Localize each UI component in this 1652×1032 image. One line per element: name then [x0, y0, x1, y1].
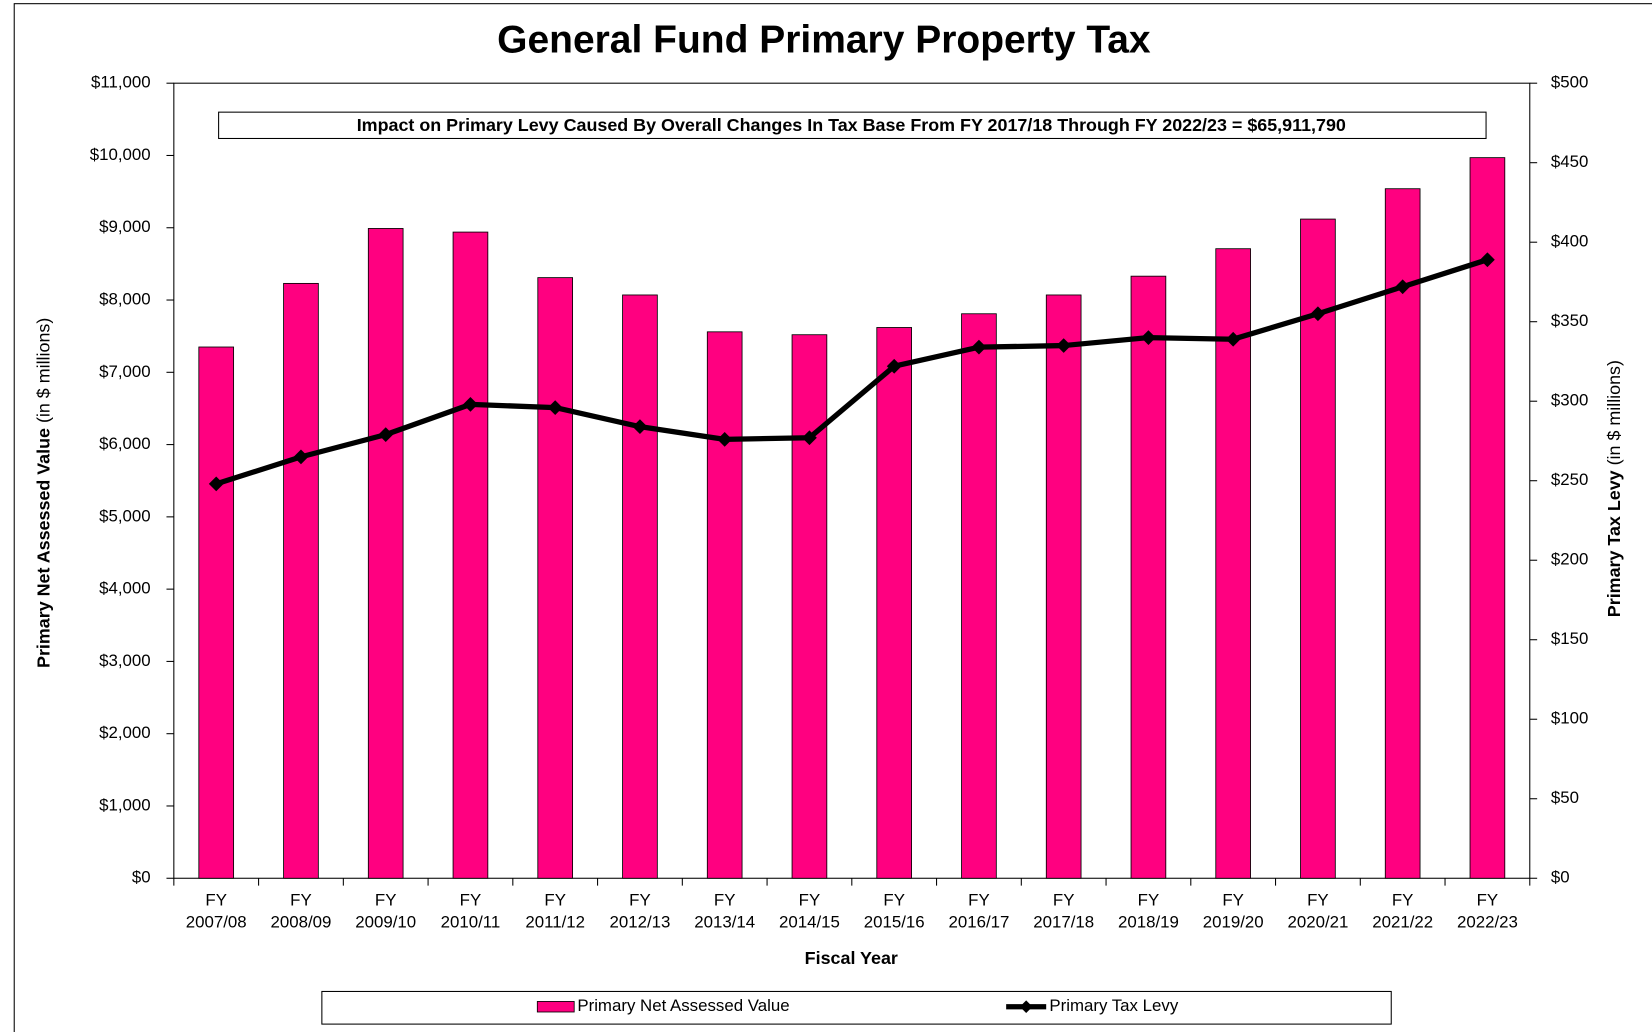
x-tick-label: FY 2010/11 [440, 891, 501, 932]
x-tick-label: FY 2022/23 [1456, 891, 1518, 932]
y-axis-title-unit: (in $ millions) [33, 318, 53, 423]
y2-tick-label: $150 [1551, 629, 1588, 648]
x-tick-label: FY 2009/10 [355, 891, 417, 932]
x-tick-label: FY 2015/16 [863, 891, 925, 932]
y-tick-label: $11,000 [91, 73, 151, 92]
y-tick-label: $4,000 [99, 579, 151, 598]
y2-tick-label: $200 [1551, 550, 1588, 569]
y-axis-title: Primary Net Assessed Value (in $ million… [33, 318, 53, 668]
y2-tick-label: $250 [1551, 470, 1588, 489]
legend-label: Primary Tax Levy [1049, 996, 1178, 1015]
chart-title: General Fund Primary Property Tax [497, 18, 1151, 61]
y2-tick-label: $350 [1551, 311, 1588, 330]
x-tick-label: FY 2019/20 [1202, 891, 1264, 932]
marker [1395, 279, 1411, 295]
marker [378, 427, 394, 442]
y-tick-label: $10,000 [90, 145, 151, 164]
x-tick-label: FY 2018/19 [1117, 891, 1179, 932]
legend-box [321, 990, 1392, 1025]
y2-tick-label: $100 [1551, 709, 1588, 728]
bar [876, 327, 912, 879]
annotation: Impact on Primary Levy Caused By Overall… [357, 115, 1346, 135]
x-tick-label: FY 2021/22 [1372, 891, 1434, 932]
bar [198, 346, 235, 879]
marker [802, 430, 817, 446]
y-axis-title-main: Primary Net Assessed Value [33, 428, 53, 668]
bar [1300, 218, 1336, 879]
annotation-box [218, 111, 1487, 140]
y2-tick-label: $500 [1551, 73, 1588, 92]
bar [537, 277, 574, 879]
y-tick-label: $2,000 [99, 723, 151, 742]
bar [1469, 157, 1506, 879]
marker [1310, 306, 1326, 322]
marker [1141, 330, 1156, 345]
bar [1045, 294, 1082, 879]
marker [547, 400, 563, 415]
marker [1225, 331, 1241, 347]
bar [1384, 188, 1421, 879]
y2-tick-label: $450 [1551, 152, 1588, 171]
x-tick-label: FY 2011/12 [525, 891, 586, 932]
marker [717, 432, 733, 447]
y2-axis-title: Primary Tax Levy (in $ millions) [1604, 360, 1624, 617]
line [215, 257, 1489, 487]
y2-tick-label: $400 [1551, 232, 1588, 251]
marker [971, 339, 987, 355]
x-tick-label: FY 2013/14 [694, 891, 756, 932]
x-tick-label: FY 2014/15 [778, 891, 840, 932]
y2-axis-title-unit: (in $ millions) [1604, 360, 1624, 465]
marker [463, 397, 478, 412]
y-tick-label: $7,000 [99, 362, 151, 381]
x-tick-label: FY 2007/08 [185, 891, 247, 932]
legend-swatch [536, 1001, 575, 1013]
x-tick-label: FY 2020/21 [1287, 891, 1349, 932]
x-tick-label: FY 2008/09 [270, 891, 332, 932]
y-tick-label: $0 [132, 868, 151, 887]
marker [1480, 252, 1495, 268]
y-tick-label: $1,000 [99, 795, 151, 814]
y2-tick-label: $50 [1551, 788, 1579, 807]
x-tick-label: FY 2017/18 [1033, 891, 1095, 932]
bar [791, 334, 828, 879]
bar [1130, 275, 1167, 879]
y-tick-label: $5,000 [99, 506, 151, 525]
y-tick-label: $9,000 [99, 217, 151, 236]
x-tick-label: FY 2016/17 [948, 891, 1010, 932]
x-axis-title: Fiscal Year [805, 948, 898, 968]
y2-axis-title-main: Primary Tax Levy [1604, 470, 1624, 617]
y2-tick-label: $300 [1551, 391, 1588, 410]
y-tick-label: $6,000 [99, 434, 151, 453]
bar [706, 331, 743, 879]
bar [961, 313, 997, 879]
x-tick-label: FY 2012/13 [609, 891, 671, 932]
bar [367, 228, 404, 879]
bar [452, 231, 489, 879]
y-tick-label: $8,000 [99, 289, 151, 308]
y-tick-label: $3,000 [99, 651, 151, 670]
y2-tick-label: $0 [1551, 868, 1570, 887]
marker [208, 476, 224, 492]
bar [283, 282, 319, 879]
legend-label: Primary Net Assessed Value [577, 996, 789, 1015]
bar [1215, 248, 1251, 879]
frame [13, 3, 1652, 1032]
bar [622, 294, 658, 879]
